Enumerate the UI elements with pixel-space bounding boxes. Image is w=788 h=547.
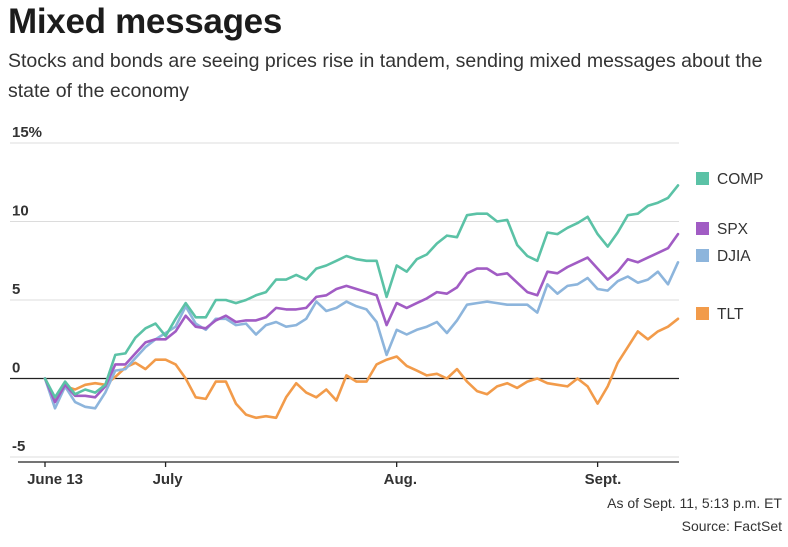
legend-swatch-comp bbox=[696, 172, 709, 185]
line-chart: -5 0 5 10 15% June 13 July Aug. Sept. COMP SPX DJ… bbox=[10, 124, 764, 488]
series-line-tlt bbox=[43, 317, 680, 420]
series-line-djia bbox=[43, 260, 680, 410]
legend-label-comp: COMP bbox=[717, 171, 764, 188]
chart-subtitle: Stocks and bonds are seeing prices rise … bbox=[8, 50, 763, 102]
legend-label-djia: DJIA bbox=[717, 248, 751, 265]
series-line-comp bbox=[43, 184, 680, 399]
y-axis-labels: -5 0 5 10 15% bbox=[12, 124, 42, 455]
timestamp-note: As of Sept. 11, 5:13 p.m. ET bbox=[607, 495, 782, 511]
x-tick-label: Sept. bbox=[585, 471, 622, 488]
y-tick-label: 0 bbox=[12, 360, 20, 377]
legend-label-tlt: TLT bbox=[717, 306, 744, 323]
x-tick-label: June 13 bbox=[27, 471, 83, 488]
legend-swatch-tlt bbox=[696, 307, 709, 320]
legend: COMP SPX DJIA TLT bbox=[696, 171, 764, 323]
legend-swatch-djia bbox=[696, 249, 709, 262]
x-axis: June 13 July Aug. Sept. bbox=[18, 461, 679, 488]
x-tick-label: July bbox=[153, 471, 184, 488]
chart-title: Mixed messages bbox=[8, 2, 283, 41]
y-tick-label: -5 bbox=[12, 438, 25, 455]
series-lines bbox=[43, 184, 680, 420]
legend-label-spx: SPX bbox=[717, 221, 749, 238]
grid-lines bbox=[10, 142, 679, 458]
y-tick-label: 5 bbox=[12, 281, 20, 298]
series-line-spx bbox=[43, 232, 680, 404]
legend-swatch-spx bbox=[696, 222, 709, 235]
y-tick-label: 10 bbox=[12, 203, 29, 220]
x-tick-label: Aug. bbox=[384, 471, 417, 488]
y-tick-label: 15% bbox=[12, 124, 42, 141]
source-note: Source: FactSet bbox=[681, 518, 782, 534]
